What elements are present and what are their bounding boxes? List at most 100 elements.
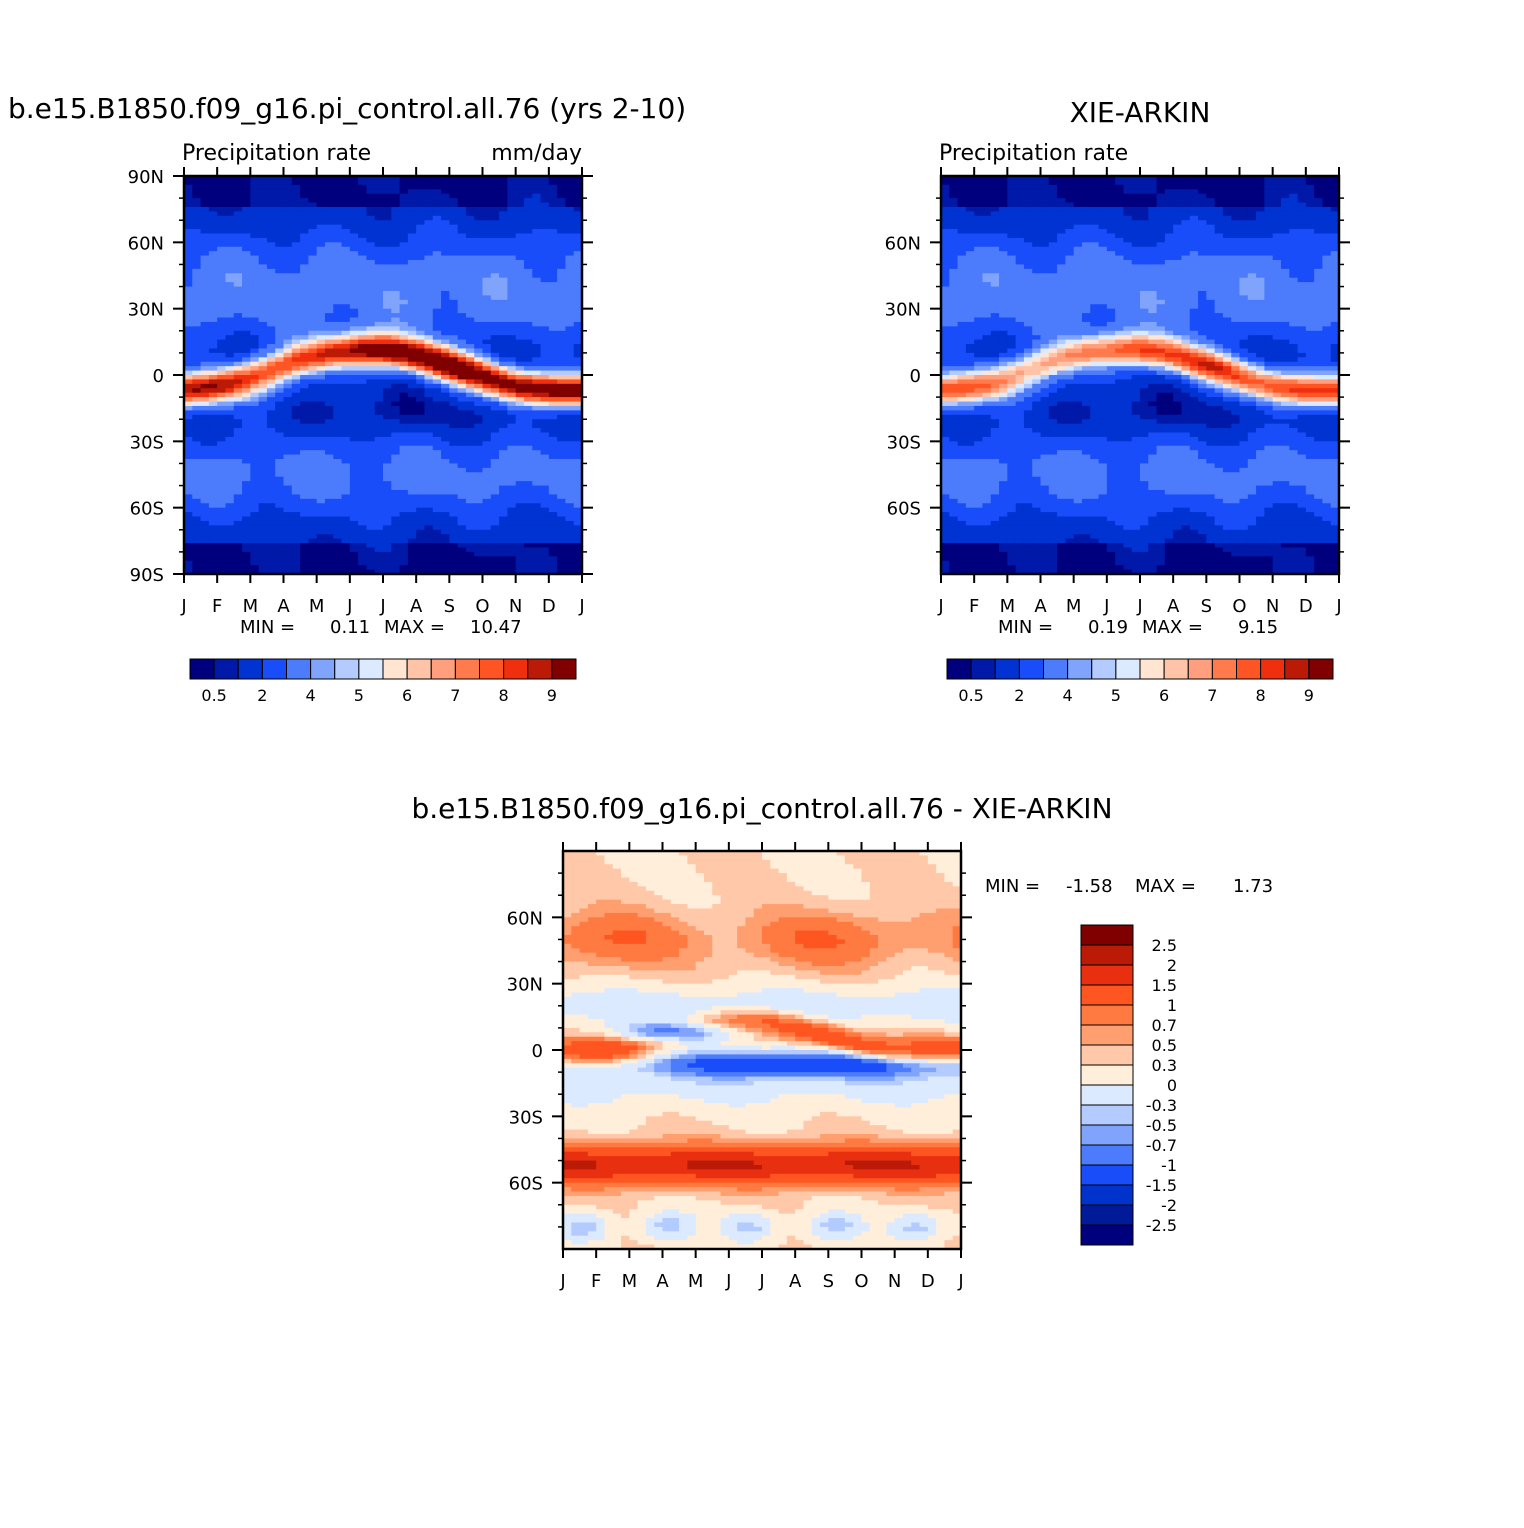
field-cell [541,300,550,305]
field-cell [275,335,284,340]
field-cell [259,503,268,508]
field-cell [1132,207,1141,212]
field-cell [424,251,433,256]
field-cell [325,481,334,486]
field-cell [383,450,392,455]
field-cell [408,477,417,482]
field-cell [524,552,533,557]
field-cell [242,565,251,570]
field-cell [441,459,450,464]
field-cell [982,194,991,199]
field-cell [350,211,359,216]
field-cell [524,335,533,340]
field-cell [192,419,201,424]
field-cell [408,508,417,513]
field-cell [499,521,508,526]
field-cell [284,233,293,238]
field-cell [275,233,284,238]
field-cell [549,428,558,433]
field-cell [532,472,541,477]
field-cell [483,207,492,212]
field-cell [549,419,558,424]
field-cell [300,561,309,566]
field-cell [1256,220,1265,225]
field-cell [449,375,458,380]
field-cell [217,348,226,353]
field-cell [375,194,384,199]
field-cell [441,198,450,203]
field-cell [441,256,450,261]
field-cell [1049,180,1058,185]
field-cell [1298,189,1307,194]
field-cell [358,539,367,544]
field-cell [275,291,284,296]
field-cell [383,410,392,415]
field-cell [416,472,425,477]
field-cell [483,539,492,544]
field-cell [1198,203,1207,208]
field-cell [259,353,268,358]
field-cell [1032,185,1041,190]
field-cell [358,295,367,300]
field-cell [201,446,210,451]
field-cell [292,450,301,455]
field-cell [333,530,342,535]
field-cell [300,494,309,499]
field-cell [458,481,467,486]
field-cell [325,530,334,535]
field-cell [300,220,309,225]
field-cell [308,353,317,358]
field-cell [1132,211,1141,216]
field-cell [209,247,218,252]
field-cell [565,180,574,185]
field-cell [358,194,367,199]
field-cell [1148,211,1157,216]
field-cell [1016,216,1025,221]
field-cell [424,247,433,252]
field-cell [1198,211,1207,216]
field-cell [300,397,309,402]
field-cell [524,477,533,482]
field-cell [491,486,500,491]
field-cell [300,463,309,468]
field-cell [541,357,550,362]
field-cell [1024,225,1033,230]
field-cell [250,313,259,318]
field-cell [441,543,450,548]
field-cell [225,455,234,460]
field-cell [342,556,351,561]
field-cell [424,194,433,199]
field-cell [284,260,293,265]
field-cell [491,565,500,570]
field-cell [532,441,541,446]
field-cell [325,207,334,212]
field-cell [524,379,533,384]
field-cell [292,247,301,252]
field-cell [499,309,508,314]
field-cell [499,340,508,345]
field-cell [458,185,467,190]
field-cell [433,410,442,415]
field-cell [549,481,558,486]
field-cell [383,233,392,238]
field-cell [242,539,251,544]
field-cell [532,291,541,296]
field-cell [308,561,317,566]
field-cell [333,340,342,345]
field-cell [217,468,226,473]
field-cell [1082,198,1091,203]
field-cell [433,207,442,212]
field-cell [366,406,375,411]
field-cell [458,419,467,424]
field-cell [234,450,243,455]
field-cell [333,348,342,353]
field-cell [366,556,375,561]
field-cell [491,424,500,429]
field-cell [284,203,293,208]
field-cell [982,198,991,203]
field-cell [483,318,492,323]
field-cell [458,446,467,451]
field-cell [1007,211,1016,216]
field-cell [433,295,442,300]
